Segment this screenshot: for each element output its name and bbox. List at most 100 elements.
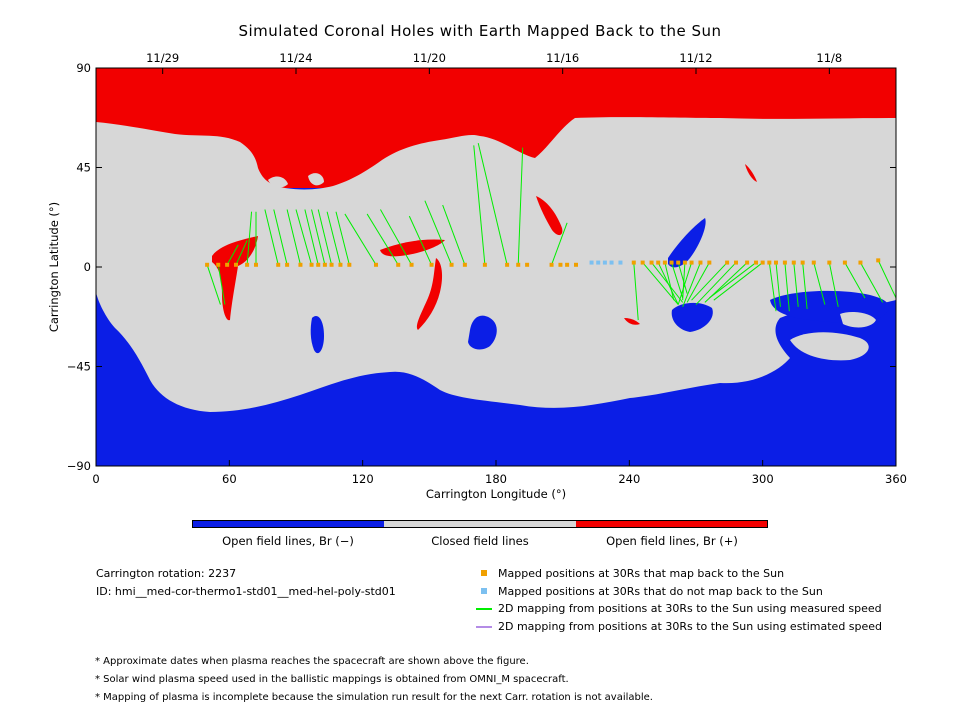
mapping-line bbox=[860, 262, 884, 303]
mapping-line bbox=[784, 262, 790, 312]
legend-label: Mapped positions at 30Rs that do not map… bbox=[498, 585, 823, 598]
open-negative-patch bbox=[468, 315, 497, 350]
mapping-line bbox=[408, 215, 433, 265]
mapping-line bbox=[844, 262, 866, 299]
x-tick-label: 300 bbox=[752, 472, 774, 486]
mapping-line bbox=[295, 209, 313, 265]
mapped-point bbox=[682, 260, 687, 265]
run-id: ID: hmi__med-cor-thermo1-std01__med-hel-… bbox=[96, 585, 396, 598]
mapped-point bbox=[505, 262, 510, 267]
mapping-line bbox=[695, 262, 737, 305]
x-tick-label: 360 bbox=[885, 472, 907, 486]
mapped-point bbox=[574, 262, 578, 267]
axes: 0 60 120 180 240 300 360 −90 −45 0 45 90 11/29 11/24 1… bbox=[47, 51, 907, 501]
mapped-point bbox=[516, 262, 521, 267]
mapped-point bbox=[322, 262, 327, 267]
x-tick-label: 60 bbox=[222, 472, 237, 486]
mapping-line bbox=[651, 262, 684, 303]
closed-island bbox=[790, 332, 869, 361]
mapped-point bbox=[245, 262, 250, 267]
closed-island bbox=[308, 173, 324, 186]
mapping-line bbox=[273, 209, 288, 265]
legend-measured: 2D mapping from positions at 30Rs to the… bbox=[476, 602, 882, 615]
mapping-line bbox=[304, 209, 319, 265]
mapped-point bbox=[347, 262, 352, 267]
mapping-line bbox=[286, 209, 301, 265]
mapping-line bbox=[366, 213, 399, 266]
colorbar-positive bbox=[576, 520, 768, 528]
open-positive-patch bbox=[745, 164, 757, 182]
open-positive-patch bbox=[380, 239, 445, 257]
mapped-point bbox=[205, 262, 210, 267]
mapped-point bbox=[254, 262, 258, 267]
mapped-point bbox=[409, 262, 414, 267]
mapped-point bbox=[374, 262, 378, 267]
mapped-point bbox=[234, 262, 238, 267]
mapped-point bbox=[754, 260, 758, 265]
mapping-line bbox=[709, 262, 757, 299]
mapped-point bbox=[549, 262, 554, 267]
mapped-point bbox=[482, 262, 487, 267]
mapping-line bbox=[671, 262, 684, 299]
note: * Approximate dates when plasma reaches … bbox=[95, 656, 529, 667]
mapping-line bbox=[473, 145, 486, 265]
legend-mapped: Mapped positions at 30Rs that map back t… bbox=[481, 567, 785, 580]
x-tick-label: 180 bbox=[485, 472, 507, 486]
mapping-line bbox=[344, 213, 377, 266]
x-tick-label: 0 bbox=[92, 472, 99, 486]
x-axis-label: Carrington Longitude (°) bbox=[426, 487, 566, 501]
mapping-line bbox=[311, 209, 326, 265]
mapped-point bbox=[309, 262, 314, 267]
mapped-point bbox=[725, 260, 730, 265]
mapped-point bbox=[760, 260, 765, 265]
mapping-line bbox=[793, 262, 799, 307]
mapping-line bbox=[768, 262, 777, 312]
mapping-line bbox=[226, 244, 239, 266]
mapped-point bbox=[811, 260, 816, 265]
date-tick-label: 11/8 bbox=[816, 51, 842, 65]
mapping-line bbox=[677, 262, 693, 305]
mapped-point bbox=[669, 260, 674, 265]
y-tick-label: −45 bbox=[67, 360, 91, 374]
y-tick-label: 0 bbox=[84, 260, 91, 274]
y-axis-label: Carrington Latitude (°) bbox=[47, 202, 61, 332]
mapped-point bbox=[649, 260, 654, 265]
mapped-point bbox=[429, 262, 434, 267]
mapping-line bbox=[633, 262, 639, 321]
mapping-line bbox=[713, 262, 763, 301]
mapping-line bbox=[677, 262, 688, 294]
colorbar-closed bbox=[384, 520, 576, 528]
mapping-line bbox=[335, 211, 350, 265]
unmapped-point bbox=[589, 260, 594, 265]
open-positive-patch bbox=[536, 196, 563, 236]
open-positive-patch bbox=[416, 258, 443, 330]
closed-island bbox=[840, 312, 876, 328]
mapped-point bbox=[827, 260, 832, 265]
date-tick-label: 11/29 bbox=[146, 51, 179, 65]
note: * Mapping of plasma is incomplete becaus… bbox=[95, 692, 653, 703]
mapped-point bbox=[396, 262, 401, 267]
closed-field-region bbox=[96, 117, 896, 412]
unmapped-point bbox=[602, 260, 607, 265]
colorbar-label-positive: Open field lines, Br (+) bbox=[606, 534, 738, 548]
mapped-point bbox=[316, 262, 321, 267]
map-area bbox=[96, 68, 896, 466]
mapped-point bbox=[656, 260, 661, 265]
mapped-point bbox=[225, 262, 230, 267]
legend-label: Mapped positions at 30Rs that map back t… bbox=[498, 567, 785, 580]
unmapped-point bbox=[618, 260, 623, 265]
mapping-line bbox=[317, 209, 333, 265]
mapping-line bbox=[877, 260, 896, 299]
y-tick-label: 90 bbox=[76, 61, 91, 75]
y-tick-label: −90 bbox=[67, 459, 91, 473]
colorbar-label-negative: Open field lines, Br (−) bbox=[222, 534, 354, 548]
mapped-point bbox=[876, 258, 881, 263]
mapping-line bbox=[828, 262, 839, 307]
mapping-line bbox=[380, 209, 412, 266]
mapping-line bbox=[442, 204, 466, 265]
mapping-line bbox=[424, 200, 453, 265]
mapped-point bbox=[842, 260, 847, 265]
carrington-rotation: Carrington rotation: 2237 bbox=[96, 567, 237, 580]
mapping-line bbox=[206, 264, 221, 305]
